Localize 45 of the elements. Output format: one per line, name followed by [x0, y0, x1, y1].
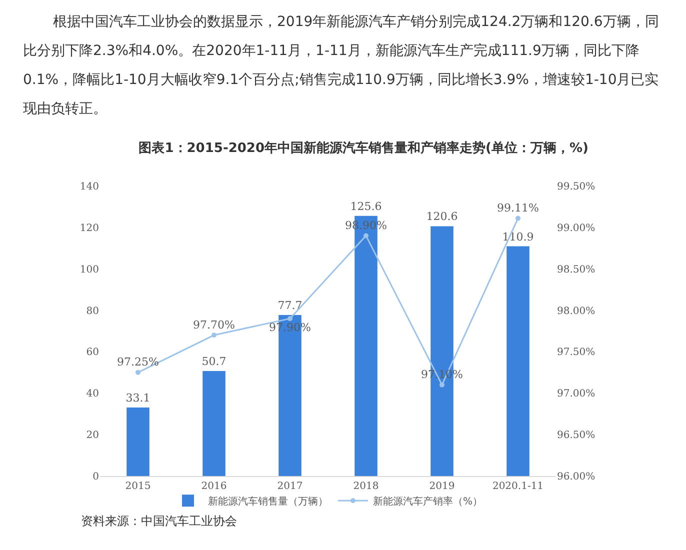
y2-tick-label: 99.50% — [557, 182, 596, 192]
y2-tick-label: 98.00% — [557, 306, 596, 317]
point — [440, 382, 444, 388]
y2-tick-label: 96.50% — [557, 430, 596, 442]
y-tick-label: 120 — [80, 222, 99, 234]
data-label: 99.11% — [497, 201, 539, 214]
data-label: 97.70% — [193, 318, 235, 332]
x-tick-label: 2015 — [125, 481, 151, 492]
data-label: 120.6 — [426, 210, 458, 224]
data-label: 33.1 — [126, 391, 150, 404]
y-tick-label: 40 — [86, 388, 99, 400]
y-tick-label: 20 — [86, 430, 99, 442]
y-tick-label: 100 — [80, 264, 99, 276]
data-label: 97.10% — [421, 368, 463, 381]
text: 资料来源：中国汽车工业协会 — [81, 514, 237, 528]
y2-tick-label: 99.00% — [557, 222, 596, 234]
y-tick-label: 80 — [86, 306, 99, 317]
data-label: 97.25% — [117, 356, 159, 369]
y-tick-label: 0 — [92, 472, 99, 482]
point — [288, 316, 292, 322]
x-tick-label: 2019 — [429, 481, 455, 492]
legend-label: 新能源汽车销售量（万辆） — [208, 496, 328, 508]
x-tick-label: 2018 — [353, 481, 379, 492]
point — [136, 370, 140, 375]
data-label: 50.7 — [202, 354, 226, 368]
bar — [126, 407, 150, 476]
x-tick-label: 2020.1-11 — [492, 481, 544, 492]
x-tick-label: 2017 — [277, 481, 303, 492]
chart-title: 图表1：2015-2020年中国新能源汽车销售量和产销率走势(单位：万辆，%) — [138, 140, 588, 156]
y2-tick-label: 98.50% — [557, 264, 596, 276]
point — [212, 332, 216, 338]
y-tick-label: 140 — [80, 182, 99, 192]
legend-label: 新能源汽车产销率（%） — [373, 496, 483, 508]
y2-tick-label: 96.00% — [557, 472, 596, 482]
bar — [506, 246, 530, 476]
point — [516, 216, 520, 221]
data-label: 125.6 — [350, 200, 382, 213]
y2-tick-label: 97.50% — [557, 347, 596, 358]
text: 根据中国汽车工业协会的数据显示，2019年新能源汽车产销分别完成124.2万辆和120.6万辆，同比分别下降2.3%和4.0%。在2020年1-11月，1-11月，新能源汽车生产完成111.9万辆，同比下降0.1%，降幅比1-10月大幅收窄9.1个百分点;销售完成110.9万辆，同比增长3.9%，增速较1-10月已实现由负转正。 — [22, 13, 660, 119]
x-tick-label: 2016 — [201, 481, 227, 492]
y2-tick-label: 97.00% — [557, 388, 596, 400]
data-label: 77.7 — [278, 299, 302, 312]
bar — [202, 370, 226, 476]
y-tick-label: 60 — [86, 347, 99, 358]
point — [364, 233, 368, 238]
